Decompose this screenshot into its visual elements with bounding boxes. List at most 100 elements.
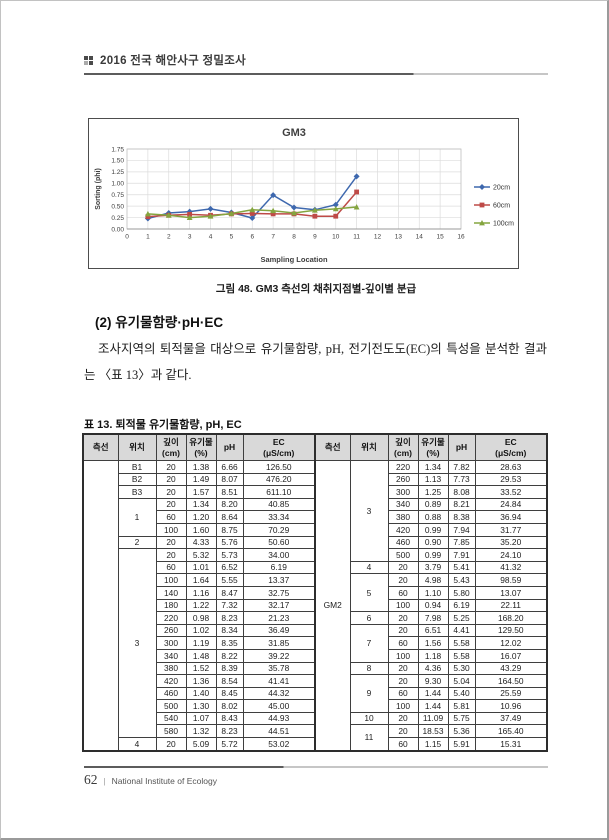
ph-cell: 5.81 bbox=[447, 699, 476, 713]
figure-caption: 그림 48. GM3 측선의 채취지점별-깊이별 분급 bbox=[215, 283, 417, 295]
depth-cell: 20 bbox=[155, 535, 187, 550]
series-marker-20cm bbox=[291, 204, 297, 211]
organic-cell: 1.40 bbox=[185, 686, 217, 701]
ph-cell: 7.94 bbox=[447, 522, 476, 537]
depth-cell: 20 bbox=[387, 623, 419, 638]
x-tick-label: 6 bbox=[250, 234, 254, 241]
depth-cell: 340 bbox=[387, 497, 419, 512]
ph-cell: 8.02 bbox=[215, 699, 244, 713]
ph-cell: 8.64 bbox=[215, 510, 244, 524]
depth-cell: 60 bbox=[387, 737, 419, 752]
ec-cell: 29.53 bbox=[474, 472, 548, 487]
legend-label-60cm: 60cm bbox=[493, 203, 510, 210]
y-tick-label: 0.00 bbox=[111, 226, 124, 233]
ec-cell: 35.78 bbox=[242, 661, 316, 676]
depth-cell: 20 bbox=[155, 497, 187, 512]
table-row: 220 0.98 8.23 21.23 6 20 7.98 5.25 168.20 bbox=[83, 611, 548, 625]
organic-cell: 1.19 bbox=[185, 636, 217, 650]
ec-cell: 168.20 bbox=[474, 611, 548, 625]
ph-cell: 5.41 bbox=[447, 560, 476, 575]
organic-cell: 1.38 bbox=[185, 460, 217, 474]
ec-cell: 24.84 bbox=[474, 497, 548, 512]
table-row: 2 20 4.33 5.76 50.60 460 0.90 7.85 35.20 bbox=[83, 535, 548, 550]
location-cell: 6 bbox=[349, 611, 389, 625]
ph-cell: 8.39 bbox=[215, 661, 244, 676]
ec-cell: 45.00 bbox=[242, 699, 316, 713]
y-tick-label: 1.75 bbox=[111, 146, 124, 153]
x-tick-label: 10 bbox=[332, 234, 340, 241]
organic-cell: 7.98 bbox=[417, 611, 449, 625]
location-cell: B3 bbox=[117, 485, 157, 499]
organic-cell: 1.34 bbox=[417, 460, 449, 474]
y-tick-label: 0.75 bbox=[111, 192, 124, 199]
y-tick-label: 0.25 bbox=[111, 215, 124, 222]
depth-cell: 20 bbox=[387, 611, 419, 625]
header-rule bbox=[84, 73, 548, 75]
ec-cell: 43.29 bbox=[474, 661, 548, 676]
chart-title: GM3 bbox=[282, 127, 306, 139]
organic-cell: 1.16 bbox=[185, 585, 217, 600]
series-marker-60cm bbox=[145, 214, 151, 220]
ec-cell: 36.49 bbox=[242, 623, 316, 638]
depth-cell: 260 bbox=[155, 623, 187, 638]
body-paragraph: 조사지역의 퇴적물을 대상으로 유기물함량, pH, 전기전도도(EC)의 특성… bbox=[84, 342, 547, 382]
ph-cell: 8.51 bbox=[215, 485, 244, 499]
organic-cell: 18.53 bbox=[417, 724, 449, 739]
organic-cell: 0.99 bbox=[417, 522, 449, 537]
x-tick-label: 3 bbox=[188, 234, 192, 241]
legend-marker-20cm bbox=[479, 184, 485, 190]
ec-cell: 32.17 bbox=[242, 598, 316, 613]
series-marker-100cm bbox=[311, 207, 318, 213]
ph-cell: 8.35 bbox=[215, 636, 244, 650]
ec-cell: 24.10 bbox=[474, 548, 548, 562]
location-cell: 3 bbox=[117, 548, 157, 739]
depth-cell: 180 bbox=[155, 598, 187, 613]
organic-cell: 1.30 bbox=[185, 699, 217, 713]
series-marker-60cm bbox=[354, 189, 360, 195]
series-marker-20cm bbox=[207, 205, 214, 212]
depth-cell: 20 bbox=[387, 711, 419, 726]
organic-cell: 1.15 bbox=[417, 737, 449, 752]
location-cell: 4 bbox=[349, 560, 389, 575]
organic-cell: 4.33 bbox=[185, 535, 217, 550]
organic-cell: 5.09 bbox=[185, 737, 217, 752]
ph-cell: 7.85 bbox=[447, 535, 476, 550]
organic-cell: 1.22 bbox=[185, 598, 217, 613]
header-title: 2016 전국 해안사구 정밀조사 bbox=[100, 55, 247, 67]
ec-cell: 129.50 bbox=[474, 623, 548, 638]
ph-cell: 4.41 bbox=[447, 623, 476, 638]
section-heading: (2) 유기물함량·pH·EC bbox=[95, 315, 224, 330]
ph-cell: 5.58 bbox=[447, 648, 476, 663]
depth-cell: 420 bbox=[387, 522, 419, 537]
series-marker-100cm bbox=[207, 213, 214, 219]
ec-cell: 50.60 bbox=[242, 535, 316, 550]
column-header: 위치 bbox=[117, 433, 157, 461]
organic-cell: 1.01 bbox=[185, 560, 217, 575]
depth-cell: 20 bbox=[155, 548, 187, 562]
ec-cell: 41.41 bbox=[242, 674, 316, 688]
ec-cell: 70.29 bbox=[242, 522, 316, 537]
depth-cell: 540 bbox=[155, 711, 187, 726]
ec-cell: 36.94 bbox=[474, 510, 548, 524]
table-row: 420 1.36 8.54 41.41 9 20 9.30 5.04 164.50 bbox=[83, 674, 548, 713]
depth-cell: 220 bbox=[387, 460, 419, 474]
y-tick-label: 1.00 bbox=[111, 181, 124, 188]
ph-cell: 8.21 bbox=[447, 497, 476, 512]
x-tick-label: 13 bbox=[395, 234, 403, 241]
depth-cell: 100 bbox=[155, 522, 187, 537]
x-axis-label: Sampling Location bbox=[260, 255, 328, 264]
table-row: B3 20 1.57 8.51 611.10 300 1.25 8.08 33.52 bbox=[83, 485, 548, 499]
ph-cell: 8.54 bbox=[215, 674, 244, 688]
ph-cell: 7.91 bbox=[447, 548, 476, 562]
footer-separator: | bbox=[103, 777, 106, 786]
organic-cell: 1.44 bbox=[417, 686, 449, 701]
ec-cell: 34.00 bbox=[242, 548, 316, 562]
ec-cell: 31.85 bbox=[242, 636, 316, 650]
ec-cell: 39.22 bbox=[242, 648, 316, 663]
table-row: 100 1.64 5.55 13.37 5 20 4.98 5.43 98.59 bbox=[83, 573, 548, 613]
ph-cell: 5.72 bbox=[215, 737, 244, 752]
series-marker-60cm bbox=[312, 213, 318, 219]
ec-cell: 44.32 bbox=[242, 686, 316, 701]
ec-cell: 476.20 bbox=[242, 472, 316, 487]
depth-cell: 580 bbox=[155, 724, 187, 739]
